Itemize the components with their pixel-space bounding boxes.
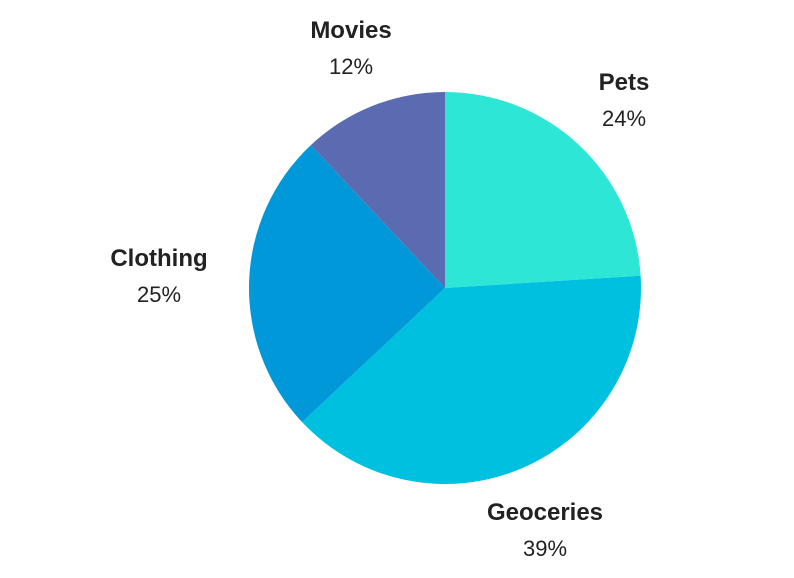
pie-slice-geoceries [302,275,641,484]
slice-label-movies: Movies [310,17,391,44]
slice-value-pets: 24% [602,106,646,131]
slice-value-clothing: 25% [137,282,181,307]
slice-label-clothing: Clothing [110,245,207,272]
pie-slice-movies [310,92,445,288]
slice-label-pets: Pets [599,69,650,96]
pie-slices [248,92,641,484]
slice-value-movies: 12% [329,54,373,79]
pie-slice-clothing [248,145,445,423]
slice-label-geoceries: Geoceries [487,499,603,526]
slice-value-geoceries: 39% [523,536,567,561]
pie-labels: Pets 24% Geoceries 39% Clothing 25% Movies 12% [110,17,649,561]
pie-slice-pets [445,92,641,288]
